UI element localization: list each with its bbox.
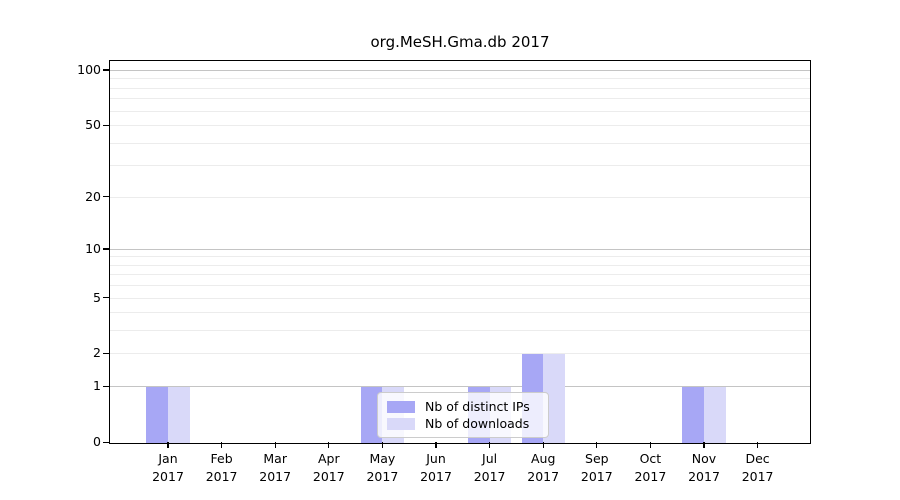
legend-swatch-downloads: [387, 417, 415, 430]
gridline-minor: [110, 78, 810, 80]
gridline-minor: [110, 264, 810, 266]
gridline-minor: [110, 196, 810, 198]
y-tick-label: 50: [85, 117, 101, 133]
gridline-minor: [110, 274, 810, 276]
bar-downloads: [704, 387, 726, 443]
y-tick: [103, 297, 110, 299]
gridline-minor: [110, 87, 810, 89]
legend: Nb of distinct IPs Nb of downloads: [377, 392, 549, 438]
x-tick-label: Apr 2017: [312, 451, 345, 485]
chart-title: org.MeSH.Gma.db 2017: [370, 33, 550, 51]
x-tick: [220, 442, 223, 448]
legend-swatch-distinct-ips: [387, 400, 415, 413]
x-tick: [596, 442, 598, 448]
gridline-minor: [110, 297, 810, 299]
x-tick-label: Nov 2017: [688, 451, 720, 485]
x-tick-label: May 2017: [366, 451, 399, 485]
x-tick: [542, 442, 544, 448]
x-tick: [756, 442, 759, 448]
x-tick-label: Jan 2017: [152, 451, 184, 485]
gridline-minor: [110, 330, 810, 332]
y-tick-label: 2: [93, 345, 101, 361]
gridline-minor: [110, 110, 810, 112]
gridline-major: [110, 248, 810, 250]
legend-row-distinct-ips: Nb of distinct IPs: [387, 399, 540, 414]
y-tick: [103, 69, 110, 71]
gridline-minor: [110, 353, 810, 355]
y-tick-label: 0: [93, 434, 101, 449]
legend-row-downloads: Nb of downloads: [387, 416, 540, 431]
y-tick-label: 100: [77, 61, 101, 77]
gridline-minor: [110, 165, 810, 167]
x-tick: [274, 442, 276, 448]
y-tick: [103, 248, 110, 250]
gridline-major: [110, 386, 810, 388]
x-tick-label: Jun 2017: [420, 451, 452, 485]
legend-label-distinct-ips: Nb of distinct IPs: [425, 399, 530, 414]
x-tick: [649, 442, 652, 448]
bar-distinct-ips: [682, 387, 704, 443]
y-tick-label: 20: [85, 188, 101, 204]
x-tick: [703, 442, 705, 448]
bar-distinct-ips: [360, 387, 383, 443]
bar-distinct-ips: [146, 387, 168, 443]
legend-label-downloads: Nb of downloads: [425, 416, 530, 431]
x-tick: [167, 442, 169, 448]
gridline-minor: [110, 312, 810, 314]
y-tick: [103, 196, 110, 198]
x-tick: [328, 442, 330, 448]
y-tick-label: 10: [85, 240, 101, 256]
gridline-major: [110, 69, 810, 71]
gridline-minor: [110, 256, 810, 258]
y-tick-label: 1: [93, 378, 101, 394]
gridline-minor: [110, 285, 810, 287]
y-tick: [103, 352, 110, 355]
x-tick-label: Jul 2017: [473, 451, 506, 485]
y-tick: [103, 124, 110, 126]
x-tick-label: Feb 2017: [205, 451, 238, 485]
plot-area: 0 1 2 5 10 20 50 100 Jan 2017 Feb 2017 Mar 2017 Apr 201…: [77, 60, 811, 484]
x-tick-label: Dec 2017: [741, 451, 774, 485]
y-tick: [103, 441, 110, 443]
x-tick: [435, 442, 437, 448]
x-tick-label: Aug 2017: [527, 451, 560, 485]
y-tick-label: 5: [93, 289, 101, 305]
y-tick: [103, 385, 110, 387]
x-tick-label: Sep 2017: [580, 451, 613, 485]
bar-downloads: [168, 387, 190, 443]
x-tick: [381, 442, 384, 448]
x-tick: [488, 442, 491, 448]
gridline-minor: [110, 125, 810, 127]
gridline-minor: [110, 98, 810, 100]
x-tick-label: Mar 2017: [259, 451, 292, 485]
x-tick-label: Oct 2017: [634, 451, 667, 485]
gridline-minor: [110, 142, 810, 144]
